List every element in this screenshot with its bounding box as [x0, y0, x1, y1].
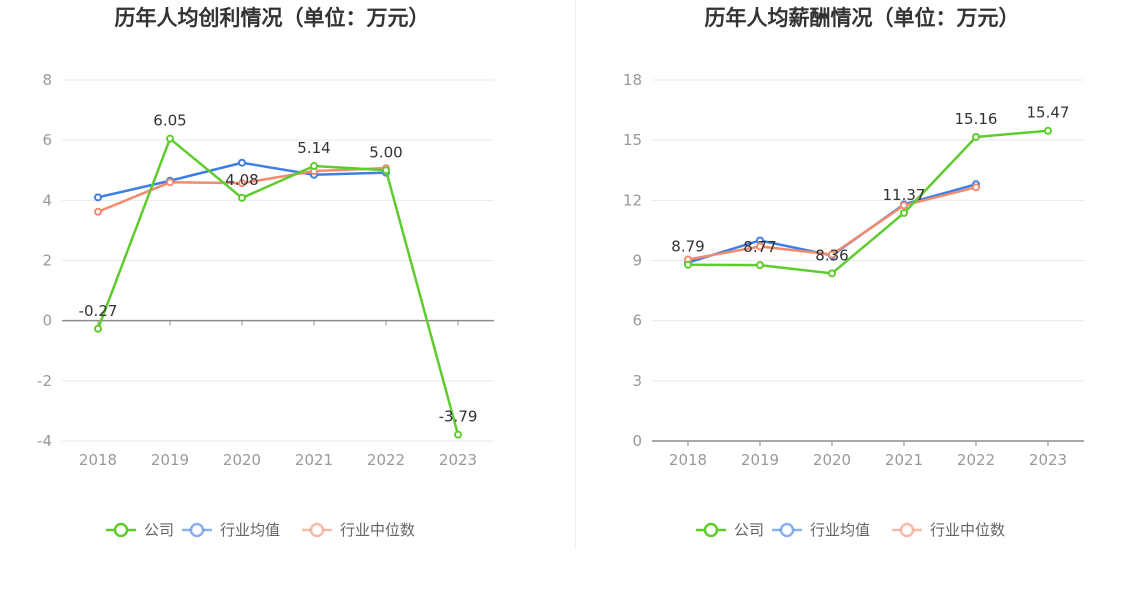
legend-label: 行业中位数: [930, 521, 1005, 539]
y-tick-label: 8: [42, 71, 52, 89]
data-label: 5.00: [369, 143, 402, 161]
legend-item[interactable]: 行业均值: [182, 521, 280, 539]
y-tick-label: 2: [42, 252, 52, 270]
y-tick-label: 6: [42, 131, 52, 149]
profit-chart-panel: 历年人均创利情况（单位：万元） 8 6 4 2 0 -2 -4 2018 2019 2020 202…: [37, 6, 494, 539]
legend-item[interactable]: 行业中位数: [892, 521, 1005, 539]
y-tick-label: -2: [37, 372, 52, 390]
x-tick-label: 2021: [885, 451, 923, 469]
data-point[interactable]: [238, 179, 246, 188]
legend-marker-icon: [779, 522, 795, 538]
data-label: 8.77: [743, 238, 776, 256]
legend-marker-icon: [703, 522, 719, 538]
series-line: [687, 129, 1049, 275]
data-label: 15.16: [955, 110, 998, 128]
salary-chart: 历年人均薪酬情况（单位：万元） 18 15 12 9 6 3 0 2018 2019 2020 20…: [623, 6, 1084, 539]
legend-item[interactable]: 行业均值: [772, 521, 870, 539]
data-label: 8.36: [815, 246, 848, 264]
y-tick-label: 12: [623, 191, 642, 209]
series-line: [96, 137, 460, 436]
data-point[interactable]: [900, 208, 908, 217]
legend-item[interactable]: 行业中位数: [302, 521, 415, 539]
legend-marker-icon: [113, 522, 129, 538]
data-label: 6.05: [153, 112, 186, 130]
data-point[interactable]: [238, 193, 246, 202]
data-label: -0.27: [79, 302, 118, 320]
data-point[interactable]: [94, 193, 102, 202]
data-point[interactable]: [972, 132, 980, 141]
data-point[interactable]: [828, 269, 836, 278]
data-point[interactable]: [94, 324, 102, 333]
x-tick-label: 2019: [741, 451, 779, 469]
data-point[interactable]: [1044, 126, 1052, 135]
x-tick-label: 2023: [439, 451, 477, 469]
legend-label: 行业均值: [220, 521, 280, 539]
x-tick-label: 2023: [1029, 451, 1067, 469]
x-tick-label: 2019: [151, 451, 189, 469]
data-label: 5.14: [297, 139, 330, 157]
data-point[interactable]: [382, 166, 390, 175]
data-point[interactable]: [756, 261, 764, 270]
legend-label: 公司: [144, 521, 174, 539]
data-label: 15.47: [1027, 104, 1070, 122]
y-tick-label: 9: [632, 252, 642, 270]
x-tick-label: 2020: [813, 451, 851, 469]
legend-marker-icon: [309, 522, 325, 538]
data-point[interactable]: [166, 134, 174, 143]
legend-label: 公司: [734, 521, 764, 539]
y-tick-label: 0: [632, 432, 642, 450]
data-point[interactable]: [828, 250, 836, 259]
data-point[interactable]: [684, 260, 692, 269]
profit-chart: 历年人均创利情况（单位：万元） 8 6 4 2 0 -2 -4 2018 2019 2020 202…: [37, 6, 494, 539]
data-point[interactable]: [972, 183, 980, 192]
x-tick-label: 2022: [957, 451, 995, 469]
data-label: 11.37: [883, 186, 926, 204]
data-label: 8.79: [671, 238, 704, 256]
data-label: -3.79: [439, 408, 478, 426]
x-tick-label: 2018: [669, 451, 707, 469]
legend-label: 行业中位数: [340, 521, 415, 539]
y-tick-label: 4: [42, 191, 52, 209]
data-point[interactable]: [238, 158, 246, 167]
y-tick-label: 3: [632, 372, 642, 390]
legend-item[interactable]: 公司: [106, 521, 174, 539]
chart-title: 历年人均创利情况（单位：万元）: [115, 6, 430, 30]
data-point[interactable]: [454, 430, 462, 439]
legend-marker-icon: [189, 522, 205, 538]
y-tick-label: -4: [37, 432, 52, 450]
x-tick-label: 2022: [367, 451, 405, 469]
chart-title: 历年人均薪酬情况（单位：万元）: [705, 6, 1020, 30]
salary-chart-panel: 历年人均薪酬情况（单位：万元） 18 15 12 9 6 3 0 2018 2019 2020 20…: [590, 0, 1148, 589]
data-point[interactable]: [310, 162, 318, 171]
x-tick-label: 2018: [79, 451, 117, 469]
y-tick-label: 18: [623, 71, 642, 89]
legend-marker-icon: [899, 522, 915, 538]
legend-label: 行业均值: [810, 521, 870, 539]
data-point[interactable]: [756, 242, 764, 251]
data-label: 4.08: [225, 171, 258, 189]
x-tick-label: 2020: [223, 451, 261, 469]
data-point[interactable]: [900, 201, 908, 210]
panel-divider: [575, 0, 576, 548]
y-tick-label: 6: [632, 312, 642, 330]
data-point[interactable]: [94, 207, 102, 216]
data-point[interactable]: [166, 178, 174, 187]
y-tick-label: 15: [623, 131, 642, 149]
y-tick-label: 0: [42, 312, 52, 330]
x-tick-label: 2021: [295, 451, 333, 469]
legend-item[interactable]: 公司: [696, 521, 764, 539]
